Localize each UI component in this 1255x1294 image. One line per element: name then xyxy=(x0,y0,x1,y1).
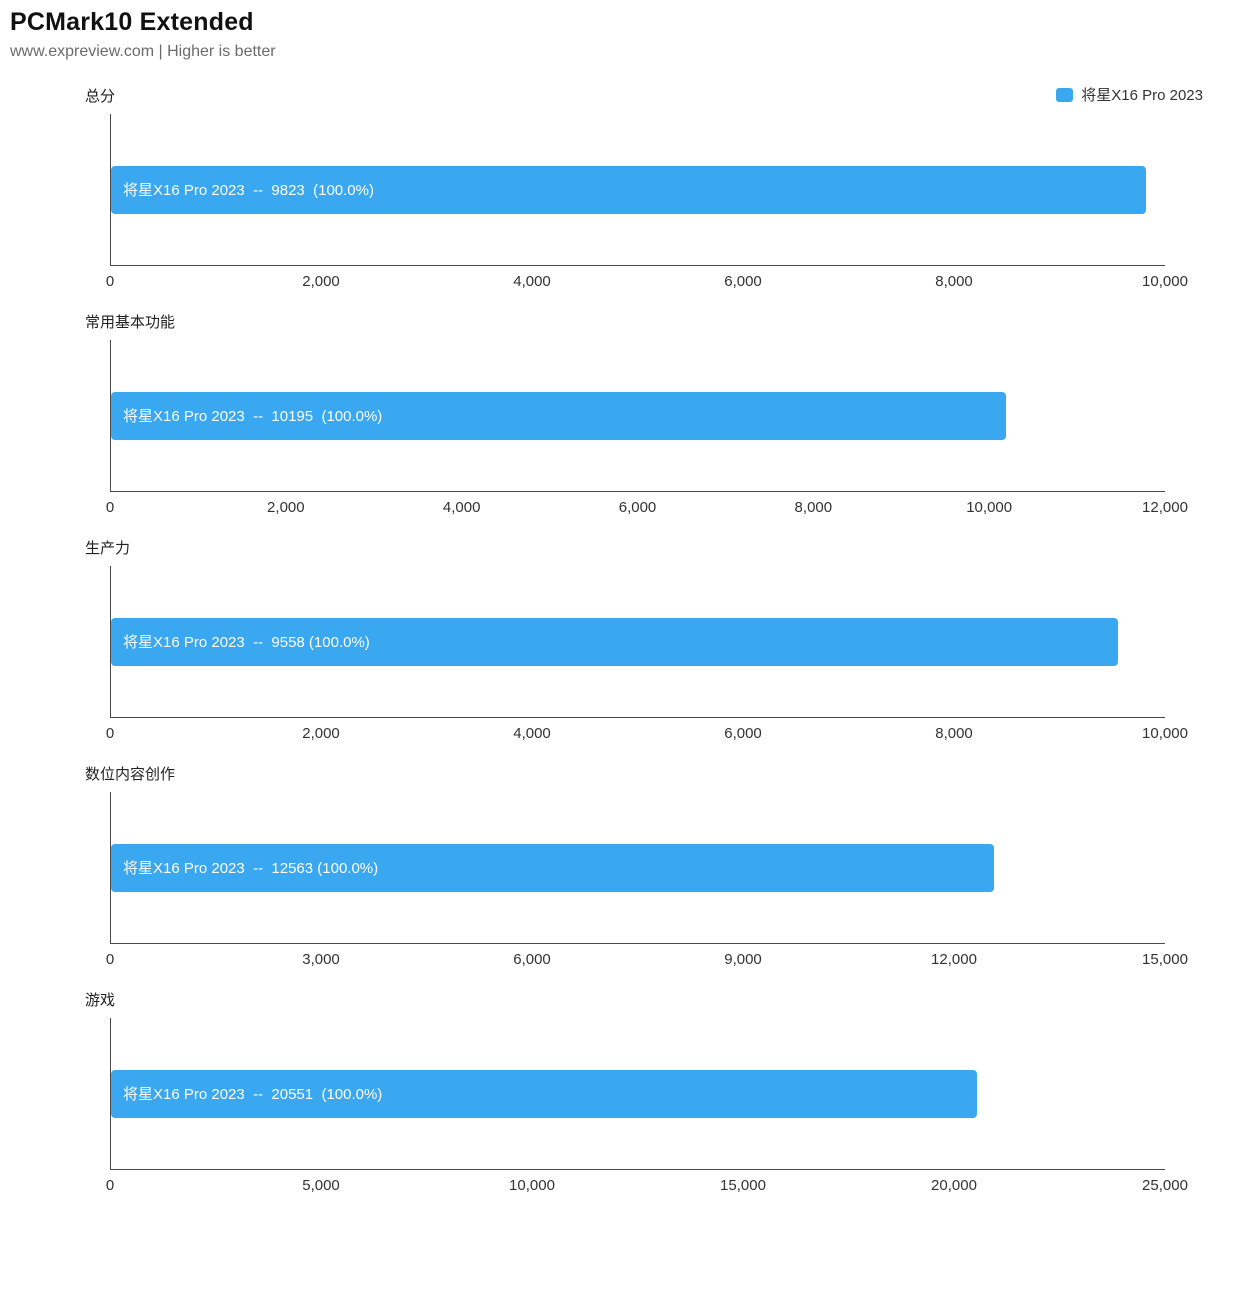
bar-label: 将星X16 Pro 2023 -- 20551 (100.0%) xyxy=(123,1086,383,1103)
x-tick-label: 10,000 xyxy=(966,499,1013,516)
score-bar: 将星X16 Pro 2023 -- 12563 (100.0%) xyxy=(111,843,994,892)
x-tick-label: 3,000 xyxy=(302,951,340,968)
chart-title: 数位内容创作 xyxy=(85,766,176,783)
bar-label: 将星X16 Pro 2023 -- 10195 (100.0%) xyxy=(123,408,383,425)
chart-title: 生产力 xyxy=(85,540,131,557)
score-bar: 将星X16 Pro 2023 -- 9823 (100.0%) xyxy=(111,165,1147,214)
x-tick-label: 2,000 xyxy=(302,725,340,742)
chart-section-productivity: 生产力 将星X16 Pro 2023 -- 9558 (100.0%) 0 2,0… xyxy=(10,537,1255,747)
chart-title: 总分 xyxy=(85,88,116,105)
x-tick-label: 2,000 xyxy=(267,499,305,516)
x-tick-label: 15,000 xyxy=(1142,951,1188,968)
x-tick-label: 15,000 xyxy=(720,1177,766,1194)
x-tick-label: 6,000 xyxy=(724,725,762,742)
bar-label: 将星X16 Pro 2023 -- 12563 (100.0%) xyxy=(123,860,379,877)
x-axis-ticks: 0 2,000 4,000 6,000 8,000 10,000 xyxy=(106,273,1188,295)
x-tick-label: 0 xyxy=(105,499,115,516)
chart-section-total-score: 总分 将星X16 Pro 2023 -- 9823 (100.0%) 0 2,00… xyxy=(10,85,1255,295)
x-tick-label: 6,000 xyxy=(724,273,762,290)
page-subtitle: www.expreview.com | Higher is better xyxy=(10,43,276,60)
x-tick-label: 10,000 xyxy=(1142,725,1188,742)
x-tick-label: 0 xyxy=(105,1177,115,1194)
x-tick-label: 10,000 xyxy=(1142,273,1188,290)
bar-label: 将星X16 Pro 2023 -- 9558 (100.0%) xyxy=(123,634,370,651)
x-axis-ticks: 0 5,000 10,000 15,000 20,000 25,000 xyxy=(106,1177,1188,1199)
score-bar: 将星X16 Pro 2023 -- 9558 (100.0%) xyxy=(111,617,1119,666)
x-tick-label: 5,000 xyxy=(302,1177,340,1194)
x-tick-label: 12,000 xyxy=(931,951,977,968)
plot-area: 将星X16 Pro 2023 -- 12563 (100.0%) xyxy=(110,792,1165,944)
x-tick-label: 0 xyxy=(105,725,115,742)
x-tick-label: 4,000 xyxy=(513,273,551,290)
x-tick-label: 4,000 xyxy=(442,499,481,516)
x-tick-label: 25,000 xyxy=(1142,1177,1188,1194)
legend-label: 将星X16 Pro 2023 xyxy=(1081,87,1203,104)
plot-area: 将星X16 Pro 2023 -- 9823 (100.0%) xyxy=(110,114,1165,266)
score-bar: 将星X16 Pro 2023 -- 20551 (100.0%) xyxy=(111,1069,978,1118)
x-tick-label: 6,000 xyxy=(513,951,551,968)
chart-section-digital-content-creation: 数位内容创作 将星X16 Pro 2023 -- 12563 (100.0%) … xyxy=(10,763,1255,973)
x-tick-label: 8,000 xyxy=(794,499,833,516)
x-tick-label: 9,000 xyxy=(724,951,762,968)
bar-label: 将星X16 Pro 2023 -- 9823 (100.0%) xyxy=(123,182,374,199)
x-axis-ticks: 0 3,000 6,000 9,000 12,000 15,000 xyxy=(106,951,1188,973)
chart-title: 常用基本功能 xyxy=(85,314,176,331)
x-tick-label: 12,000 xyxy=(1142,499,1188,516)
legend: 将星X16 Pro 2023 xyxy=(1056,84,1203,105)
x-tick-label: 0 xyxy=(105,951,115,968)
chart-section-gaming: 游戏 将星X16 Pro 2023 -- 20551 (100.0%) 0 5,0… xyxy=(10,989,1255,1199)
x-tick-label: 6,000 xyxy=(618,499,657,516)
x-axis-ticks: 0 2,000 4,000 6,000 8,000 10,000 xyxy=(106,725,1188,747)
legend-swatch xyxy=(1056,87,1074,102)
chart-title: 游戏 xyxy=(85,992,116,1009)
x-tick-label: 8,000 xyxy=(935,725,973,742)
page-title: PCMark10 Extended xyxy=(10,8,254,36)
plot-area: 将星X16 Pro 2023 -- 20551 (100.0%) xyxy=(110,1018,1165,1170)
x-tick-label: 4,000 xyxy=(513,725,551,742)
plot-area: 将星X16 Pro 2023 -- 10195 (100.0%) xyxy=(110,340,1165,492)
x-axis-ticks: 0 2,000 4,000 6,000 8,000 10,000 12,000 xyxy=(106,499,1188,521)
x-tick-label: 10,000 xyxy=(509,1177,555,1194)
x-tick-label: 8,000 xyxy=(935,273,973,290)
x-tick-label: 2,000 xyxy=(302,273,340,290)
score-bar: 将星X16 Pro 2023 -- 10195 (100.0%) xyxy=(111,391,1007,440)
plot-area: 将星X16 Pro 2023 -- 9558 (100.0%) xyxy=(110,566,1165,718)
chart-section-essentials: 常用基本功能 将星X16 Pro 2023 -- 10195 (100.0%) … xyxy=(10,311,1255,521)
x-tick-label: 0 xyxy=(105,273,115,290)
x-tick-label: 20,000 xyxy=(931,1177,977,1194)
